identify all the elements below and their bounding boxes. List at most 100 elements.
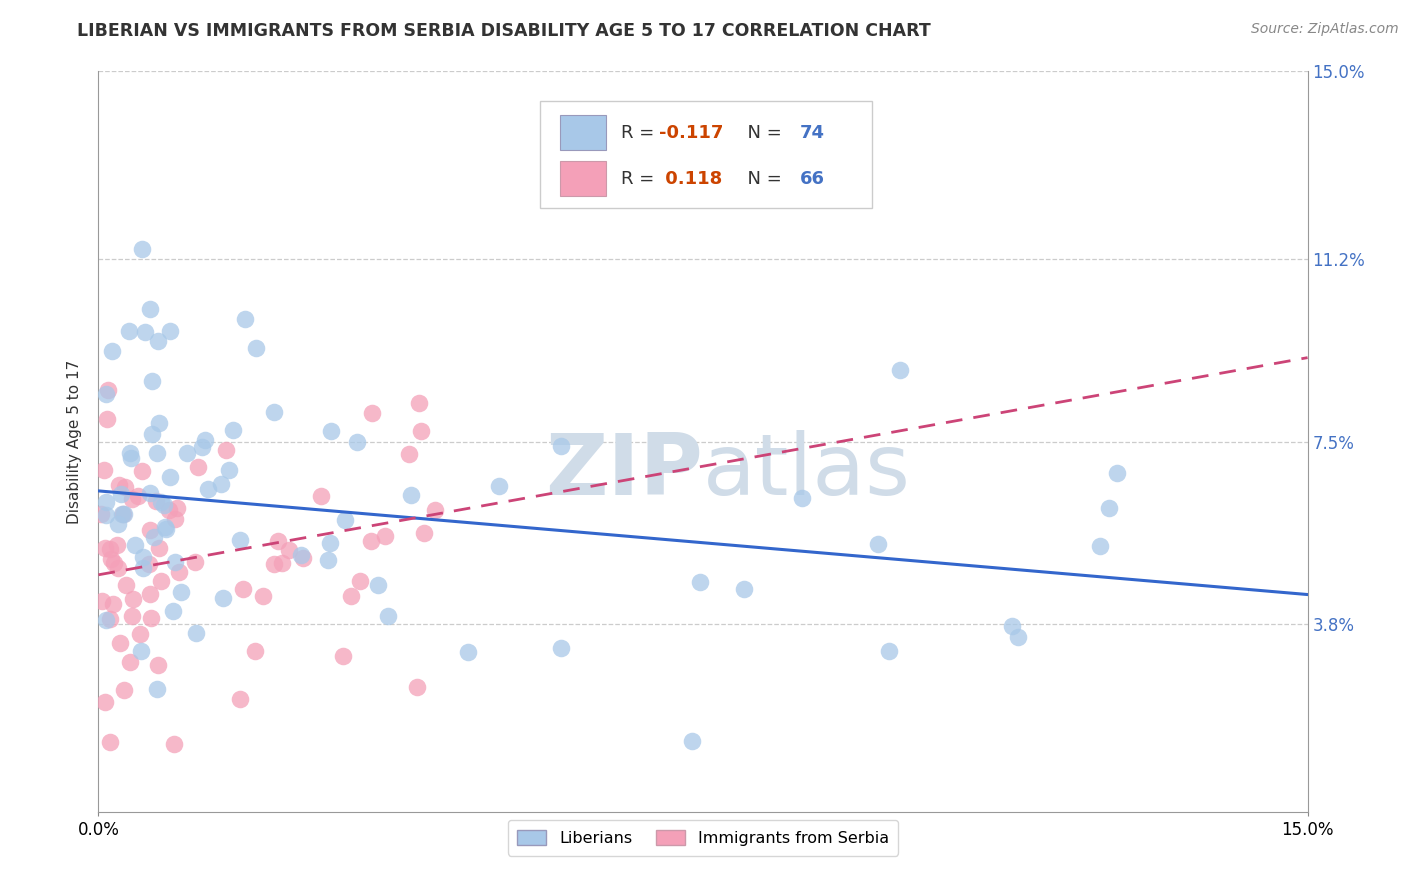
- Point: [889, 363, 911, 377]
- Point: [145, 446, 167, 460]
- Text: Source: ZipAtlas.com: Source: ZipAtlas.com: [1251, 22, 1399, 37]
- Point: [103, 557, 125, 571]
- Point: [681, 733, 703, 747]
- Point: [146, 658, 169, 673]
- Point: [91, 594, 114, 608]
- Point: [150, 574, 173, 588]
- Point: [263, 557, 285, 571]
- Point: [155, 520, 177, 534]
- Point: [121, 608, 143, 623]
- Point: [120, 450, 142, 465]
- Point: [1105, 467, 1128, 481]
- Point: [360, 534, 382, 549]
- Point: [100, 735, 122, 749]
- Point: [138, 587, 160, 601]
- Point: [292, 550, 315, 565]
- Point: [145, 493, 167, 508]
- Point: [278, 543, 301, 558]
- Point: [423, 502, 446, 516]
- Point: [129, 627, 152, 641]
- Point: [139, 301, 162, 316]
- Point: [138, 524, 160, 538]
- Point: [112, 508, 135, 522]
- Point: [127, 489, 149, 503]
- Point: [290, 548, 312, 562]
- Point: [111, 507, 134, 521]
- Point: [98, 612, 121, 626]
- Point: [689, 574, 711, 589]
- Text: N =: N =: [735, 124, 787, 142]
- Point: [209, 477, 232, 491]
- Point: [550, 439, 572, 453]
- Point: [114, 578, 136, 592]
- Point: [159, 470, 181, 484]
- Point: [1001, 619, 1024, 633]
- Point: [114, 480, 136, 494]
- FancyBboxPatch shape: [540, 101, 872, 209]
- Point: [349, 574, 371, 588]
- Point: [145, 681, 167, 696]
- Point: [165, 512, 187, 526]
- Legend: Liberians, Immigrants from Serbia: Liberians, Immigrants from Serbia: [508, 821, 898, 855]
- Point: [162, 604, 184, 618]
- Point: [101, 344, 124, 359]
- Point: [169, 584, 191, 599]
- Point: [215, 443, 238, 458]
- Point: [243, 644, 266, 658]
- Point: [332, 648, 354, 663]
- Point: [138, 557, 160, 571]
- Point: [333, 513, 356, 527]
- Point: [252, 590, 274, 604]
- Text: 0.118: 0.118: [659, 169, 723, 187]
- Point: [866, 536, 889, 550]
- Point: [114, 682, 136, 697]
- Point: [229, 692, 252, 706]
- Point: [399, 488, 422, 502]
- Point: [488, 479, 510, 493]
- Point: [132, 561, 155, 575]
- Y-axis label: Disability Age 5 to 17: Disability Age 5 to 17: [67, 359, 83, 524]
- Point: [360, 406, 382, 420]
- Text: 74: 74: [800, 124, 825, 142]
- Point: [229, 533, 252, 548]
- Text: LIBERIAN VS IMMIGRANTS FROM SERBIA DISABILITY AGE 5 TO 17 CORRELATION CHART: LIBERIAN VS IMMIGRANTS FROM SERBIA DISAB…: [77, 22, 931, 40]
- Point: [184, 555, 207, 569]
- Point: [143, 530, 166, 544]
- Point: [1098, 501, 1121, 516]
- Point: [141, 427, 163, 442]
- Point: [221, 423, 243, 437]
- Point: [165, 555, 187, 569]
- Point: [124, 538, 146, 552]
- Point: [96, 411, 118, 425]
- Point: [211, 591, 233, 606]
- Point: [411, 424, 433, 438]
- Point: [550, 640, 572, 655]
- Point: [155, 522, 177, 536]
- Point: [96, 495, 118, 509]
- Point: [233, 312, 256, 326]
- Point: [184, 626, 207, 640]
- Text: atlas: atlas: [703, 430, 911, 513]
- Point: [150, 495, 173, 509]
- Point: [107, 561, 129, 575]
- Text: N =: N =: [735, 169, 787, 187]
- Point: [139, 611, 162, 625]
- Point: [218, 462, 240, 476]
- Point: [112, 507, 135, 521]
- Point: [316, 553, 339, 567]
- Point: [129, 644, 152, 658]
- Point: [118, 446, 141, 460]
- Point: [346, 435, 368, 450]
- Point: [1007, 630, 1029, 644]
- Point: [131, 464, 153, 478]
- Point: [191, 440, 214, 454]
- Point: [232, 582, 254, 596]
- Point: [167, 565, 190, 579]
- Point: [131, 242, 153, 256]
- Point: [406, 680, 429, 694]
- Point: [152, 498, 174, 512]
- Point: [413, 526, 436, 541]
- Point: [367, 578, 389, 592]
- Point: [159, 324, 181, 338]
- Point: [121, 491, 143, 506]
